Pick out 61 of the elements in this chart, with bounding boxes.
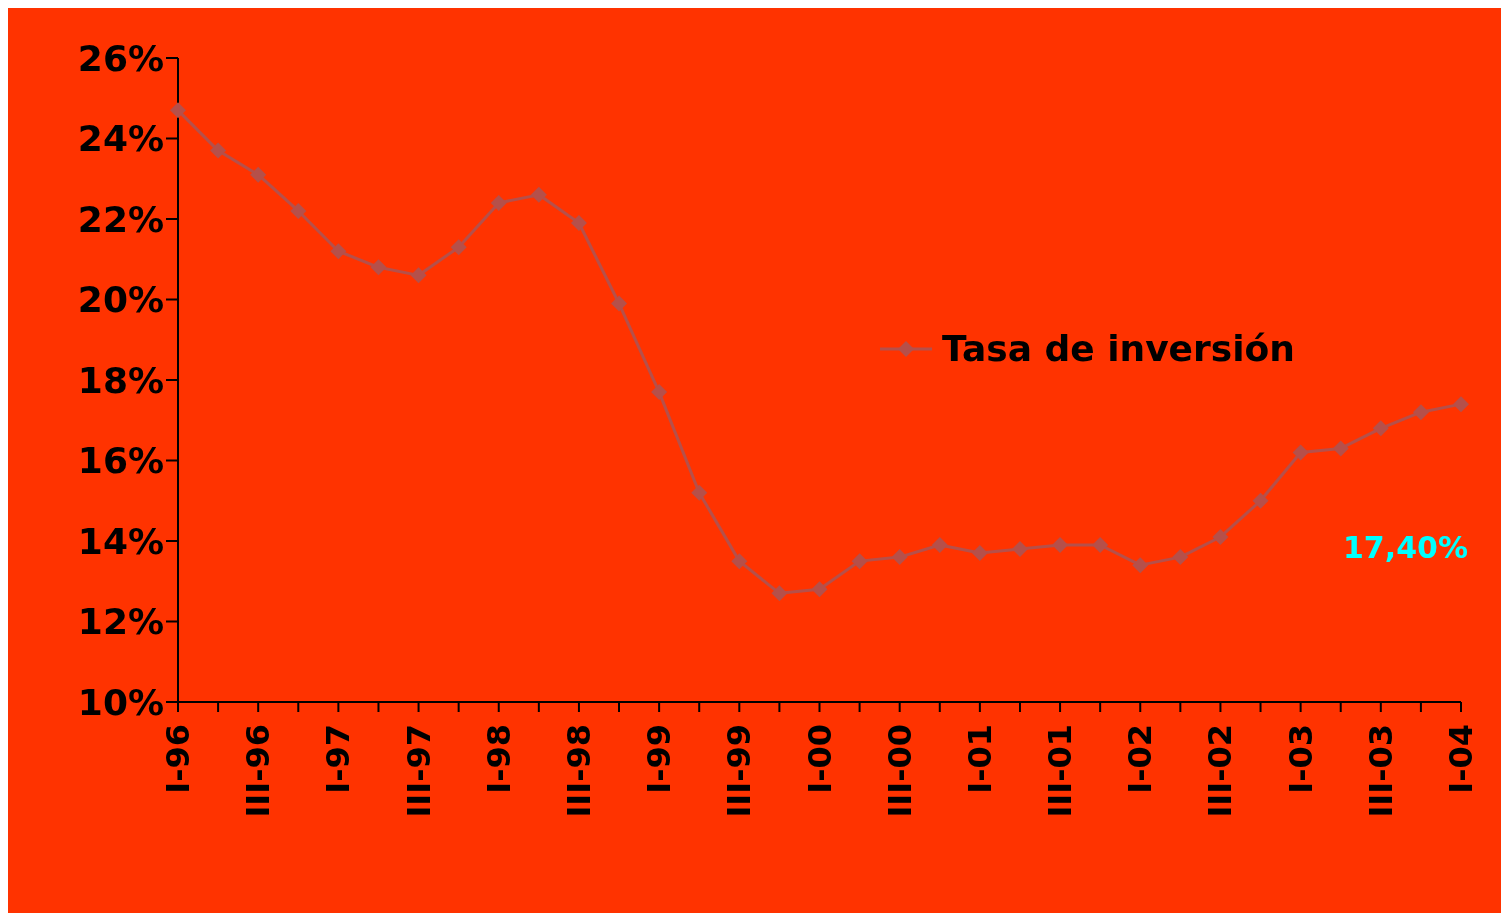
x-tick-label: I-96 — [159, 724, 197, 794]
point — [1332, 440, 1349, 457]
point — [931, 537, 948, 554]
x-tick-label: I-02 — [1121, 724, 1160, 794]
point — [450, 239, 467, 256]
point — [1372, 420, 1389, 437]
point — [851, 553, 868, 570]
x-tick-label: I-00 — [800, 724, 839, 794]
point — [1212, 528, 1229, 545]
point — [771, 585, 788, 602]
point — [210, 142, 227, 159]
x-tick-label: III-00 — [880, 724, 919, 818]
point — [1011, 541, 1028, 558]
x-tick-label: III-02 — [1201, 724, 1240, 818]
y-tick-label: 22% — [77, 198, 164, 240]
y-tick-label: 24% — [77, 118, 164, 160]
x-tick-label: III-98 — [559, 724, 598, 818]
point — [1453, 396, 1469, 413]
point — [1132, 557, 1149, 574]
point — [410, 267, 427, 284]
point — [811, 581, 828, 598]
y-tick-label: 16% — [77, 440, 164, 482]
point — [611, 295, 628, 312]
point — [570, 215, 587, 232]
x-tick-label: I-04 — [1442, 724, 1480, 794]
point — [170, 102, 186, 119]
x-tick-label: III-03 — [1361, 724, 1400, 818]
point — [1052, 537, 1069, 554]
point — [691, 484, 708, 501]
y-tick-label: 12% — [77, 601, 164, 643]
point — [971, 545, 988, 562]
x-tick-label: I-99 — [640, 724, 679, 794]
x-tick-label: III-01 — [1041, 724, 1080, 818]
point — [1092, 537, 1109, 554]
point — [250, 166, 267, 183]
x-tick-label: I-97 — [319, 724, 358, 794]
y-tick-label: 14% — [77, 520, 164, 562]
point — [290, 202, 307, 219]
point — [1292, 444, 1309, 461]
x-tick-label: I-03 — [1281, 724, 1320, 794]
y-tick-label: 18% — [77, 359, 164, 401]
annotation: 17,40% — [1343, 530, 1468, 565]
point — [1412, 404, 1429, 421]
point — [891, 549, 908, 566]
point — [731, 553, 748, 570]
legend-label: Tasa de inversión — [942, 328, 1295, 369]
point — [651, 384, 668, 401]
point — [330, 243, 347, 260]
point — [1252, 492, 1269, 509]
y-tick-label: 26% — [77, 37, 164, 79]
point — [490, 194, 507, 211]
x-tick-label: I-01 — [960, 724, 999, 794]
x-tick-label: I-98 — [479, 724, 518, 794]
y-tick-label: 10% — [77, 681, 164, 723]
y-tick-label: 20% — [77, 279, 164, 321]
x-tick-label: III-96 — [239, 724, 278, 818]
point — [530, 186, 547, 203]
point — [370, 259, 387, 276]
point — [1172, 549, 1189, 566]
x-tick-label: III-99 — [720, 724, 759, 818]
x-tick-label: III-97 — [399, 724, 438, 818]
